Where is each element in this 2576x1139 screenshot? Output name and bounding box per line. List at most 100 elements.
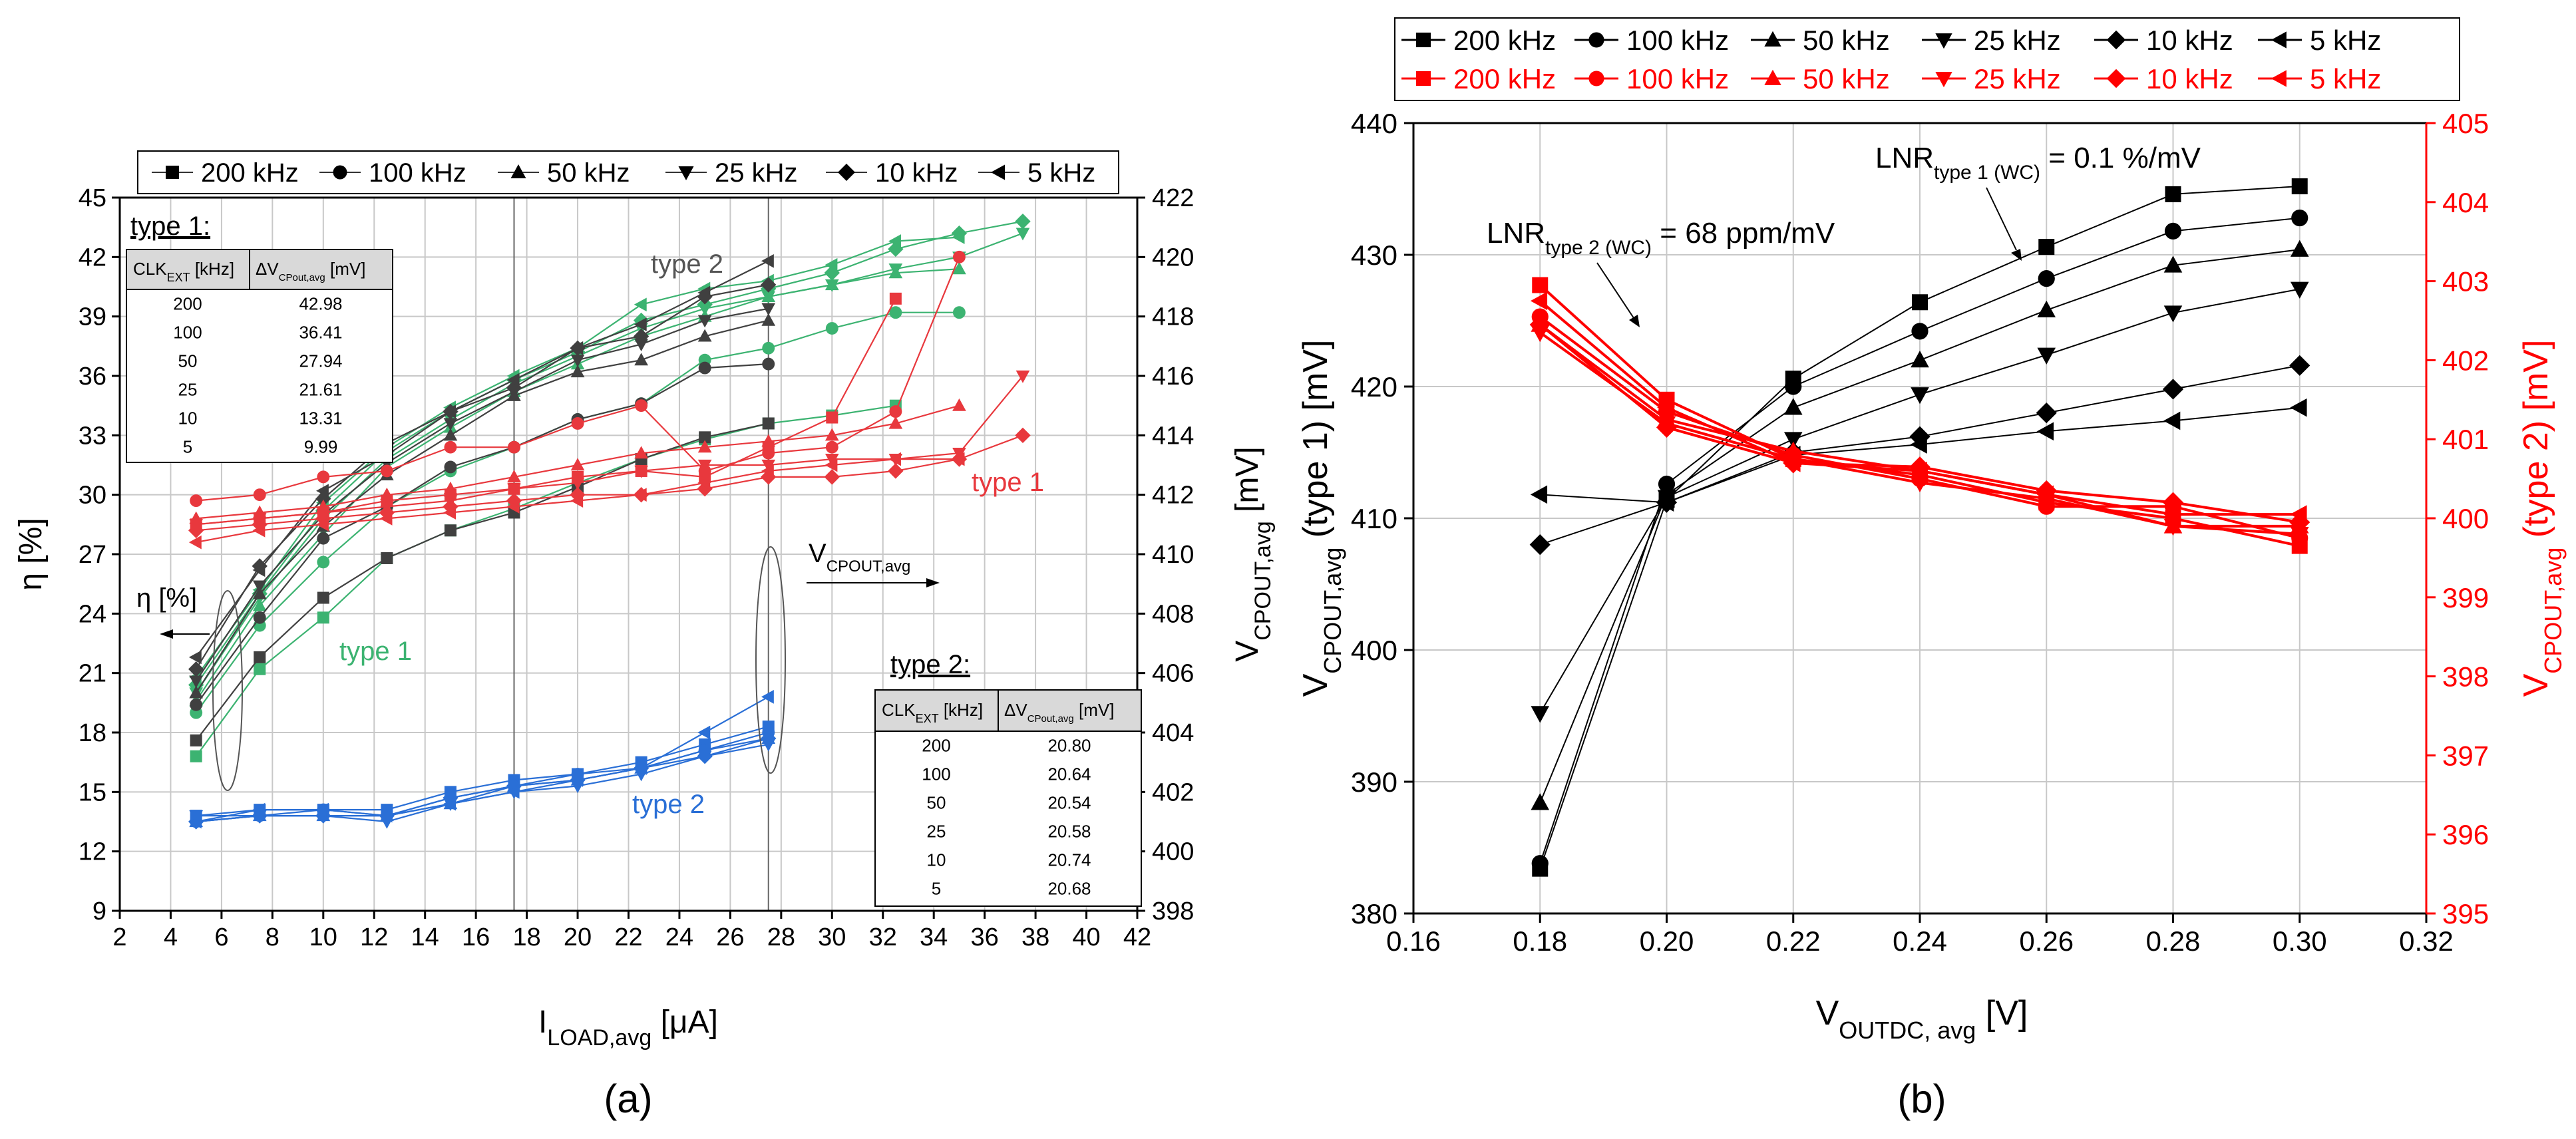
series-type-1-v-100-khz <box>190 250 966 508</box>
data-point <box>633 312 649 329</box>
data-point <box>570 773 584 787</box>
x-tick-label: 0.30 <box>2273 925 2327 957</box>
y2-tick-label: 400 <box>2442 503 2489 534</box>
legend-item-label: 100 kHz <box>1626 25 1729 56</box>
data-point <box>1531 706 1550 723</box>
data-point <box>634 339 648 352</box>
data-point <box>952 230 965 244</box>
y-tick-label: 30 <box>79 482 106 510</box>
y2-tick-label: 403 <box>2442 266 2489 297</box>
y-tick-label: 42 <box>79 244 106 271</box>
data-point <box>317 556 330 569</box>
y2-tick-label: 406 <box>1152 660 1194 688</box>
x-tick-label: 0.18 <box>1513 925 1567 957</box>
y2-tick-label: 402 <box>2442 345 2489 376</box>
y2-tick-label: 395 <box>2442 898 2489 929</box>
data-point <box>1911 475 1929 492</box>
data-point <box>188 650 202 665</box>
data-point <box>1911 387 1929 405</box>
data-point <box>190 698 203 711</box>
data-point <box>761 464 774 478</box>
y2-tick-label: 402 <box>1152 778 1194 806</box>
y2-tick-label: 400 <box>1152 838 1194 866</box>
y2-tick-label: 404 <box>1152 719 1194 747</box>
data-point <box>889 292 902 305</box>
table-cell-dv: 27.94 <box>299 351 342 371</box>
data-point <box>2036 422 2054 441</box>
table-cell-clk: 200 <box>922 736 950 756</box>
data-point <box>254 663 266 675</box>
data-point <box>380 487 394 500</box>
data-point <box>2290 526 2309 544</box>
annotation-type1-v: type 1 <box>972 468 1044 497</box>
data-point <box>444 460 457 474</box>
data-point <box>2036 403 2057 424</box>
legend-marker <box>1416 71 1431 86</box>
data-point <box>189 675 204 689</box>
series-type-2-200-khz <box>190 417 775 746</box>
legend-item-label: 200 kHz <box>1453 25 1556 56</box>
data-point <box>190 734 202 746</box>
data-point <box>1910 435 1927 454</box>
data-point <box>1910 461 1927 480</box>
data-point <box>316 484 329 498</box>
annotation-type2-v: type 2 <box>632 790 705 819</box>
y-tick-label: 390 <box>1351 766 1397 798</box>
data-point <box>1658 475 1676 493</box>
table-cell-dv: 21.61 <box>299 380 342 400</box>
data-point <box>762 341 775 355</box>
data-point <box>443 428 458 441</box>
y-tick-label: 430 <box>1351 240 1397 271</box>
y2-tick-label: 418 <box>1152 303 1194 331</box>
v-ellipse <box>755 546 786 774</box>
series-type-1-v-25-khz <box>189 370 1030 532</box>
data-point <box>2037 347 2056 365</box>
series-line <box>195 405 896 757</box>
data-point <box>697 476 711 490</box>
legend-marker <box>2106 69 2126 88</box>
x-tick-label: 22 <box>614 923 642 951</box>
data-point <box>444 440 457 454</box>
y-tick-label: 27 <box>79 541 106 569</box>
data-point <box>443 418 458 431</box>
data-point <box>826 411 838 424</box>
data-point <box>443 790 459 806</box>
data-point <box>2164 222 2182 240</box>
data-point <box>952 452 965 466</box>
x-tick-label: 34 <box>920 923 948 951</box>
legend-item-label: 200 kHz <box>1453 63 1556 94</box>
x-tick-label: 40 <box>1072 923 1100 951</box>
data-point <box>443 796 457 811</box>
table-cell-dv: 42.98 <box>299 294 342 314</box>
data-point <box>761 313 776 326</box>
series-type-2-5-khz <box>188 253 774 665</box>
data-point <box>888 263 903 276</box>
data-point <box>443 506 457 520</box>
data-point <box>1909 426 1931 447</box>
series-line <box>195 319 769 693</box>
data-point <box>507 483 521 496</box>
y2-tick-label: 404 <box>2442 187 2489 218</box>
data-point <box>2163 505 2181 524</box>
y2-tick-label: 401 <box>2442 424 2489 455</box>
x-tick-label: 0.26 <box>2019 925 2074 957</box>
y2-tick-label: 414 <box>1152 422 1194 450</box>
table-cell-clk: 100 <box>173 323 202 343</box>
legend-marker <box>2106 30 2126 50</box>
data-point <box>2036 485 2054 504</box>
panel-b-x-axis-label: VOUTDC, avg [V] <box>1816 994 2028 1044</box>
data-point <box>571 417 584 430</box>
table-type2: type 2: CLKEXT [kHz] ΔVCPout,avg [mV] 20… <box>874 650 1142 907</box>
data-point <box>188 661 204 677</box>
data-point <box>697 285 711 300</box>
data-point <box>253 611 266 624</box>
y2-tick-label: 397 <box>2442 740 2489 771</box>
table-cell-clk: 25 <box>178 380 198 400</box>
x-tick-label: 0.32 <box>2399 925 2454 957</box>
data-point <box>443 405 457 418</box>
data-point <box>253 488 266 502</box>
y-tick-label: 420 <box>1351 371 1397 403</box>
data-point <box>317 532 330 545</box>
panel-b-legend-box <box>1394 17 2460 101</box>
